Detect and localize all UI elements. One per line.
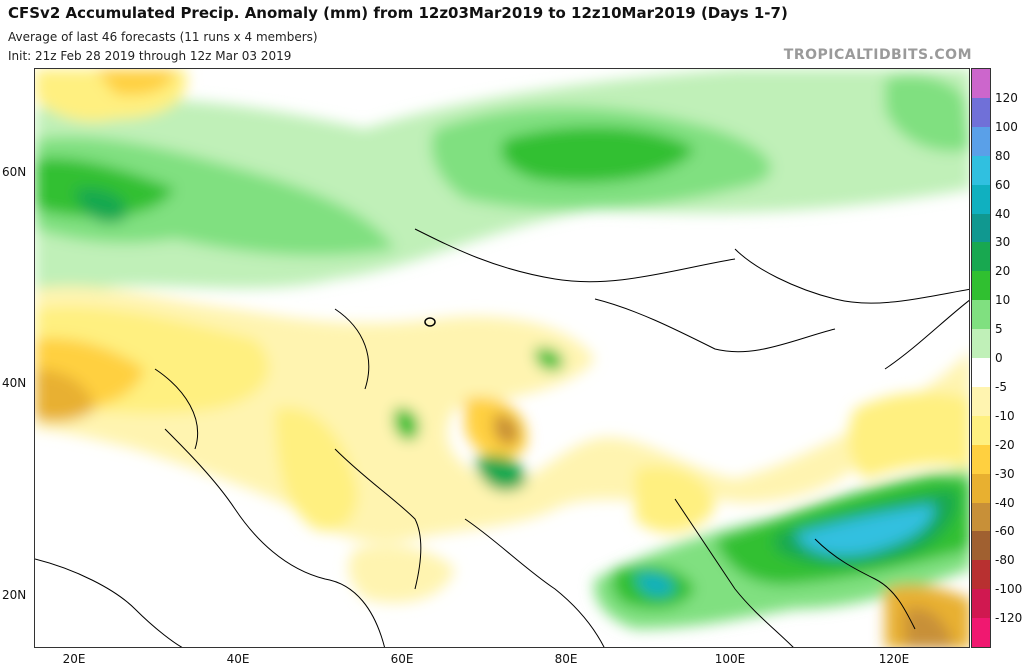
source-credit: TROPICALTIDBITS.COM [783,47,972,63]
colorbar-label: -120 [995,611,1023,626]
colorbar-label: 40 [995,206,1011,221]
colorbar-segment [972,155,990,186]
colorbar-segment [972,560,990,590]
colorbar-label: 80 [995,148,1011,163]
colorbar [971,68,991,648]
colorbar-segment [972,329,990,359]
map-canvas [35,69,969,647]
lon-label-100e: 100E [714,652,746,666]
colorbar-label: -100 [995,582,1023,597]
colorbar-segment [972,213,990,243]
lon-label-20e: 20E [62,652,86,666]
colorbar-label: -10 [995,408,1015,423]
lat-label-60n: 60N [2,165,27,179]
map-subtitle: Average of last 46 forecasts (11 runs x … [8,30,318,44]
colorbar-segment [972,242,990,272]
colorbar-label: -60 [995,524,1015,539]
colorbar-segment [972,126,990,157]
colorbar-segment [972,618,990,648]
lon-label-60e: 60E [390,652,414,666]
colorbar-segment [972,300,990,330]
colorbar-segment [972,415,990,446]
colorbar-label: 20 [995,264,1011,279]
colorbar-segment [972,184,990,214]
init-info: Init: 21z Feb 28 2019 through 12z Mar 03… [8,49,292,63]
lon-label-80e: 80E [554,652,578,666]
anomaly-field [35,69,969,647]
coastlines [35,228,969,647]
colorbar-label: 5 [995,322,1003,337]
lon-label-120e: 120E [878,652,910,666]
colorbar-label: 60 [995,177,1011,192]
colorbar-segment [972,271,990,301]
lon-label-40e: 40E [226,652,250,666]
lat-label-20n: 20N [2,588,27,602]
colorbar-segment [972,502,990,532]
colorbar-segment [972,589,990,619]
colorbar-segment [972,444,990,475]
map-title: CFSv2 Accumulated Precip. Anomaly (mm) f… [8,4,788,22]
lat-label-40n: 40N [2,376,27,390]
colorbar-label: 100 [995,119,1018,134]
colorbar-label: 0 [995,351,1003,365]
colorbar-label: -40 [995,495,1015,510]
colorbar-label: -20 [995,437,1015,452]
colorbar-segment [972,97,990,128]
colorbar-segment [972,386,990,417]
colorbar-label: 30 [995,235,1011,250]
colorbar-label: 120 [995,90,1018,105]
colorbar-label: -30 [995,466,1015,481]
colorbar-label: -80 [995,553,1015,568]
colorbar-label: 10 [995,293,1011,308]
colorbar-segment [972,358,990,388]
colorbar-segment [972,531,990,561]
colorbar-segment [972,69,990,99]
lake-outline [424,317,436,327]
colorbar-label: -5 [995,379,1007,394]
colorbar-segment [972,473,990,503]
precip-anomaly-map [34,68,970,648]
